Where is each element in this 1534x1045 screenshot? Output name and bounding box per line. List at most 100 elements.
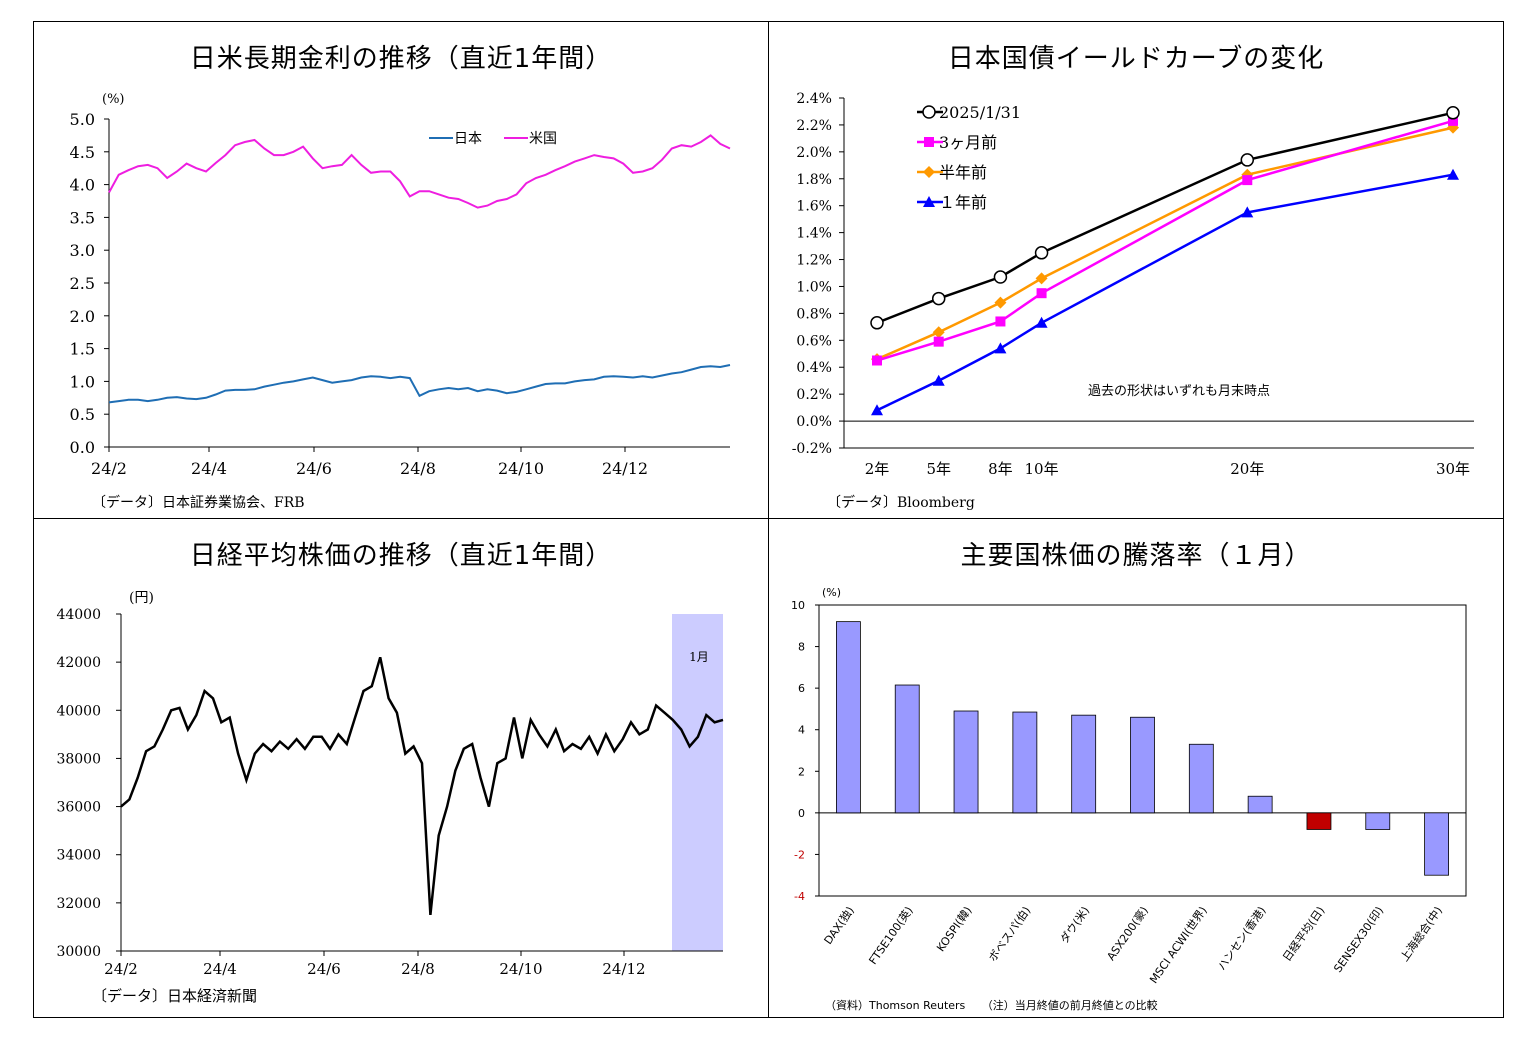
curve-y-tick-label: -0.2% (792, 441, 832, 457)
curve-y-tick-label: 2.0% (796, 145, 832, 161)
returns-bar (953, 710, 979, 814)
returns-y-tick-label: 2 (798, 765, 805, 778)
returns-category-label: KOSPI(韓) (934, 904, 974, 954)
yields-x-tick-label: 24/12 (602, 459, 648, 478)
curve-y-tick-label: 1.0% (796, 279, 832, 295)
yields-y-tick-label: 3.0 (70, 241, 95, 260)
curve-legend-label: 3ヶ月前 (939, 133, 997, 152)
yield-curve-source: 〔データ〕Bloomberg (827, 495, 975, 511)
nikkei-y-tick-label: 42000 (56, 655, 101, 671)
returns-category-label: 日経平均(日) (1280, 904, 1327, 964)
stock-returns-chart: (%) 10 8 6 4 2 0 -2 -4 DAX(独) FTSE100(英) KOSPI(韓) ボベ… (791, 586, 1467, 986)
returns-bar (1188, 743, 1214, 814)
yield-curve-chart: 2.4% 2.2% 2.0% 1.8% 1.6% 1.4% 1.2% 1.0% 0.8% 0.6%… (792, 91, 1474, 478)
curve-marker-circle (1034, 246, 1049, 260)
curve-marker-circle (1240, 153, 1255, 167)
yields-y-tick-label: 1.5 (70, 340, 95, 359)
curve-x-tick-label: 5年 (926, 460, 951, 478)
returns-y-tick-label: 6 (798, 682, 805, 695)
nikkei-series-line (120, 656, 724, 916)
curve-marker-square (1036, 288, 1047, 299)
curve-marker-triangle (1035, 316, 1048, 328)
curve-y-tick-label: 2.4% (796, 91, 832, 107)
panel-yields: 日米長期金利の推移（直近1年間） (%) 5.0 4.5 4.0 3.5 3.0 2.5 2.… (33, 21, 769, 519)
curve-series-line (876, 126, 1454, 361)
yields-y-tick-label: 4.5 (70, 143, 95, 162)
curve-y-tick-label: 2.2% (796, 118, 832, 134)
nikkei-y-tick-label: 32000 (56, 896, 101, 912)
nikkei-chart: 1月 (円) 44000 42000 40000 38000 36000 34000 32000… (56, 590, 724, 978)
returns-category-label: SENSEX30(印) (1331, 904, 1386, 975)
curve-marker-diamond (932, 326, 945, 339)
curve-y-tick-label: 0.4% (796, 360, 832, 376)
curve-x-tick-label: 8年 (988, 460, 1013, 478)
panel-stock-returns: 主要国株価の騰落率（１月） (%) 10 8 6 4 2 0 -2 -4 DAX(独) FTSE10… (768, 518, 1504, 1018)
curve-marker-square (1448, 115, 1458, 126)
yields-x-tick-label: 24/2 (91, 459, 127, 478)
curve-marker-circle (931, 291, 946, 306)
curve-y-tick-label: 1.4% (796, 226, 832, 242)
curve-marker-square (995, 316, 1006, 327)
yields-series-line-japan (108, 364, 731, 404)
curve-y-tick-label: 0.0% (796, 414, 832, 430)
curve-marker-circle (993, 270, 1008, 284)
curve-marker-square (1242, 175, 1253, 186)
curve-x-tick-label: 10年 (1025, 460, 1059, 478)
curve-marker-circle (922, 105, 936, 119)
yields-y-tick-label: 1.0 (70, 372, 95, 391)
yields-chart: (%) 5.0 4.5 4.0 3.5 3.0 2.5 2.0 1.5 1.0 0.5 0.0 24/2… (70, 92, 731, 478)
panel-nikkei: 日経平均株価の推移（直近1年間） 1月 (円) 44000 42000 40000 380… (33, 518, 769, 1018)
nikkei-y-tick-label: 40000 (56, 703, 101, 719)
curve-annotation: 過去の形状はいずれも月末時点 (1088, 384, 1270, 399)
curve-marker-triangle (1241, 206, 1254, 218)
panel-yield-curve: 日本国債イールドカーブの変化 2.4% 2.2% 2.0% 1.8% 1.6% 1.4% 1… (768, 21, 1504, 519)
yields-unit-label: (%) (102, 92, 125, 107)
curve-marker-square (924, 137, 934, 147)
curve-marker-circle (870, 316, 884, 330)
curve-marker-diamond (994, 296, 1007, 309)
yields-y-tick-label: 3.5 (70, 208, 95, 227)
returns-unit-label: (%) (822, 586, 841, 599)
curve-marker-circle (1446, 106, 1460, 120)
curve-marker-diamond (1035, 272, 1048, 285)
curve-marker-square (872, 355, 882, 366)
nikkei-y-tick-label: 34000 (56, 848, 101, 864)
nikkei-x-tick-label: 24/6 (307, 960, 341, 978)
returns-bar (1247, 795, 1273, 814)
nikkei-source: 〔データ〕日本経済新聞 (92, 987, 258, 1005)
returns-y-tick-label: 10 (791, 599, 805, 612)
returns-category-label: DAX(独) (822, 904, 857, 947)
curve-marker-square (933, 336, 944, 347)
curve-legend-label: 2025/1/31 (939, 103, 1021, 122)
curve-legend-label: 半年前 (939, 163, 987, 182)
yields-y-tick-label: 0.0 (70, 438, 95, 457)
nikkei-y-tick-label: 30000 (56, 944, 101, 960)
nikkei-y-tick-label: 36000 (56, 800, 101, 816)
returns-bar (1130, 716, 1155, 814)
curve-legend-label: １年前 (939, 193, 987, 212)
returns-bar (1424, 812, 1449, 876)
returns-category-label: ハンセン(香港) (1215, 904, 1268, 973)
nikkei-y-tick-label: 44000 (56, 607, 101, 623)
curve-y-tick-label: 1.2% (796, 253, 832, 269)
returns-category-label: ダウ(米) (1057, 904, 1092, 946)
curve-y-tick-label: 0.8% (796, 306, 832, 322)
yields-x-tick-label: 24/10 (498, 459, 544, 478)
returns-category-label: 上海総合(中) (1397, 904, 1445, 964)
yields-x-tick-label: 24/4 (191, 459, 227, 478)
curve-series-line (876, 119, 1454, 362)
stock-returns-title: 主要国株価の騰落率（１月） (960, 541, 1312, 571)
nikkei-y-tick-label: 38000 (56, 751, 101, 767)
returns-y-tick-label: 0 (798, 807, 805, 820)
nikkei-highlight-label: 1月 (689, 650, 709, 664)
returns-bar (894, 684, 920, 814)
curve-marker-triangle (871, 404, 883, 416)
yields-y-tick-label: 2.0 (70, 307, 95, 326)
yields-y-tick-label: 5.0 (70, 110, 95, 129)
returns-category-label: MSCI ACWI(世界) (1147, 904, 1210, 986)
returns-bar (836, 621, 861, 814)
nikkei-x-tick-label: 24/10 (499, 960, 542, 978)
curve-marker-triangle (1447, 168, 1459, 180)
yields-y-tick-label: 4.0 (70, 176, 95, 195)
curve-marker-triangle (923, 196, 935, 207)
